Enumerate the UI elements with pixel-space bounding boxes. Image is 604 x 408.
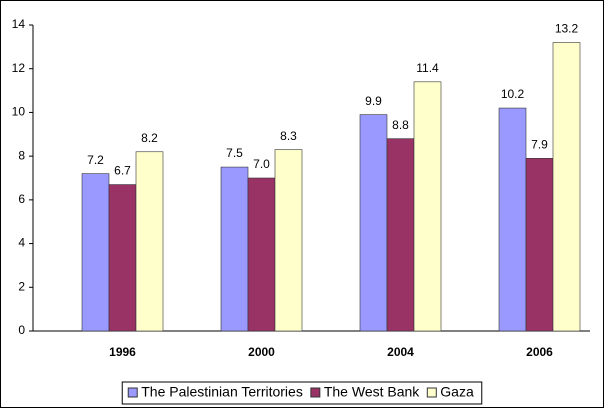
value-label: 7.5 — [226, 146, 243, 160]
y-tick-label: 4 — [18, 236, 25, 250]
legend-label: The West Bank — [324, 384, 420, 400]
legend-label: The Palestinian Territories — [141, 384, 303, 400]
bar — [81, 173, 110, 332]
value-label: 7.0 — [253, 157, 270, 171]
y-tick-label: 10 — [12, 105, 26, 119]
bar — [552, 42, 581, 332]
x-tick-label: 2006 — [526, 345, 553, 359]
y-tick-label: 14 — [12, 17, 26, 31]
y-tick-label: 8 — [18, 148, 25, 162]
bar — [220, 166, 249, 332]
bar — [247, 177, 276, 332]
value-label: 13.2 — [555, 22, 579, 36]
bar — [525, 158, 554, 332]
bar — [386, 138, 415, 332]
value-label: 7.9 — [531, 138, 548, 152]
bar — [413, 81, 442, 332]
y-tick-label: 6 — [18, 192, 25, 206]
bar — [498, 107, 527, 332]
x-tick-label: 1996 — [109, 345, 136, 359]
value-label: 11.4 — [416, 61, 439, 75]
legend-swatch — [127, 387, 138, 398]
y-tick-label: 12 — [12, 61, 26, 75]
value-label: 10.2 — [501, 87, 525, 101]
x-tick-label: 2000 — [248, 345, 275, 359]
value-label: 7.2 — [87, 153, 104, 167]
legend-label: Gaza — [440, 384, 474, 400]
value-label: 8.3 — [280, 129, 297, 143]
legend-box — [121, 381, 483, 405]
bar — [274, 149, 303, 332]
bar — [135, 151, 164, 332]
bar — [108, 184, 137, 332]
value-label: 8.8 — [392, 118, 409, 132]
y-tick-label: 2 — [18, 279, 25, 293]
legend-swatch — [426, 387, 437, 398]
y-tick-label: 0 — [18, 323, 25, 337]
x-tick-label: 2004 — [387, 345, 414, 359]
value-label: 9.9 — [365, 94, 382, 108]
value-label: 6.7 — [114, 164, 131, 178]
bar — [359, 114, 388, 332]
legend-swatch — [310, 387, 321, 398]
value-label: 8.2 — [141, 131, 158, 145]
